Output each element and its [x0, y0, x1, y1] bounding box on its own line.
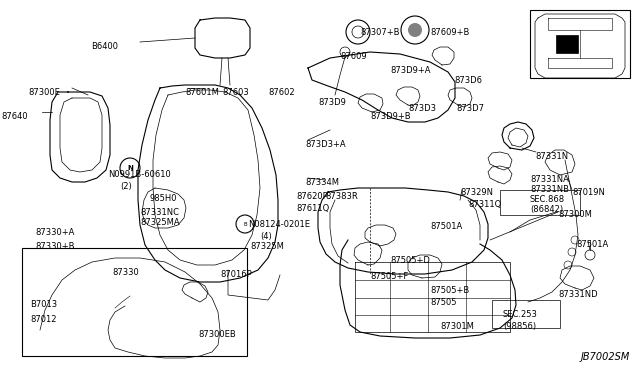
Text: 87311Q: 87311Q [468, 200, 501, 209]
Text: SEC.253: SEC.253 [502, 310, 538, 319]
Text: 87505+D: 87505+D [390, 256, 430, 265]
Text: N0991B-60610: N0991B-60610 [108, 170, 171, 179]
Text: 87602: 87602 [268, 88, 294, 97]
Text: 87620P: 87620P [296, 192, 328, 201]
Text: N: N [127, 165, 133, 171]
Circle shape [408, 23, 422, 37]
Text: 87331NC: 87331NC [140, 208, 179, 217]
Text: 87501A: 87501A [430, 222, 462, 231]
Text: (86842): (86842) [530, 205, 563, 214]
Text: 873D7: 873D7 [456, 104, 484, 113]
Text: 87329N: 87329N [460, 188, 493, 197]
Text: 873D9: 873D9 [318, 98, 346, 107]
Text: 87501A: 87501A [576, 240, 608, 249]
Text: 87609+B: 87609+B [430, 28, 469, 37]
Text: 87609: 87609 [340, 52, 367, 61]
Text: B: B [243, 221, 247, 227]
Text: (2): (2) [120, 182, 132, 191]
Bar [530, 10, 630, 78]
Text: (98856): (98856) [504, 322, 536, 331]
Text: 87331ND: 87331ND [558, 290, 598, 299]
Text: 87300E: 87300E [28, 88, 60, 97]
Text: 87016P: 87016P [220, 270, 252, 279]
Text: SEC.868: SEC.868 [530, 195, 565, 204]
Text: 873D6: 873D6 [454, 76, 482, 85]
Text: 873D3: 873D3 [408, 104, 436, 113]
Text: 87325M: 87325M [250, 242, 284, 251]
Text: 87325MA: 87325MA [140, 218, 180, 227]
Text: 87330: 87330 [112, 268, 139, 277]
Text: N08124-0201E: N08124-0201E [248, 220, 310, 229]
Text: 873D9+B: 873D9+B [370, 112, 411, 121]
Text: B7013: B7013 [30, 300, 57, 309]
Text: 87330+B: 87330+B [35, 242, 74, 251]
Text: JB7002SM: JB7002SM [580, 352, 630, 362]
Text: 87611Q: 87611Q [296, 204, 329, 213]
Bar [556, 35, 578, 53]
Text: 87640: 87640 [1, 112, 28, 121]
Text: 87307+B: 87307+B [360, 28, 399, 37]
Bar [492, 300, 560, 328]
Text: 87301M: 87301M [440, 322, 474, 331]
Text: 87334M: 87334M [305, 178, 339, 187]
Text: 87019N: 87019N [572, 188, 605, 197]
Bar [500, 190, 580, 215]
Text: 87331NA: 87331NA [530, 175, 569, 184]
Text: 87331NB: 87331NB [530, 185, 569, 194]
Bar [22, 248, 247, 356]
Text: 87300EB: 87300EB [198, 330, 236, 339]
Text: 873D3+A: 873D3+A [305, 140, 346, 149]
Text: 87505: 87505 [430, 298, 456, 307]
Text: 873D9+A: 873D9+A [390, 66, 431, 75]
Text: 87505+F: 87505+F [370, 272, 408, 281]
Text: 87383R: 87383R [325, 192, 358, 201]
Text: 87603: 87603 [222, 88, 249, 97]
Text: 87331N: 87331N [535, 152, 568, 161]
Text: 87300M: 87300M [558, 210, 592, 219]
Text: 87012: 87012 [30, 315, 56, 324]
Text: 87505+B: 87505+B [430, 286, 469, 295]
Text: B6400: B6400 [91, 42, 118, 51]
Text: (4): (4) [260, 232, 272, 241]
Text: 985H0: 985H0 [150, 194, 177, 203]
Text: 87601M: 87601M [185, 88, 219, 97]
Text: 87330+A: 87330+A [35, 228, 74, 237]
